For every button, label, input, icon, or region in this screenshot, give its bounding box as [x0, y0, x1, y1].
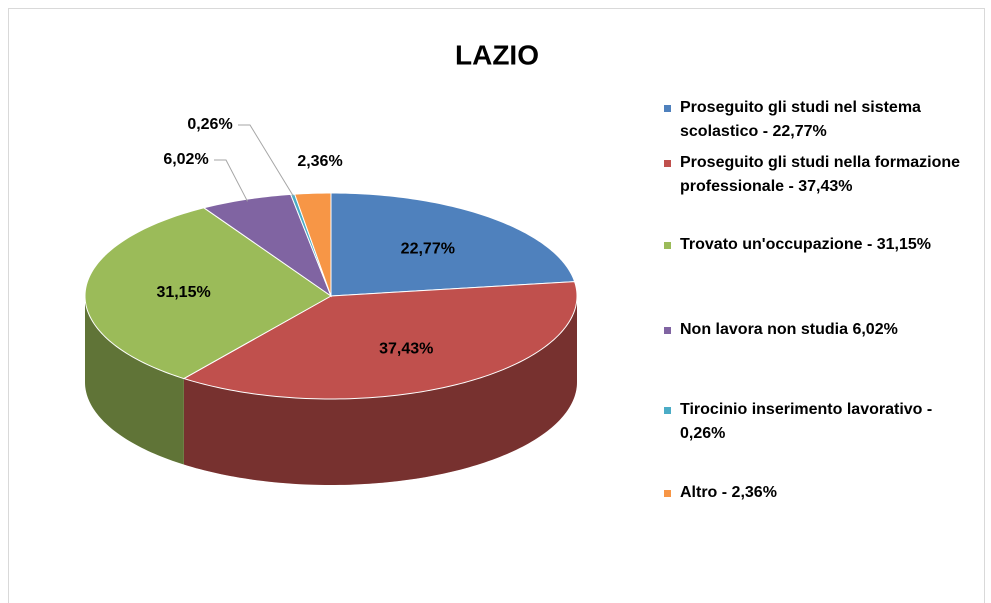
- tops: [84, 192, 578, 400]
- legend-label: Tirocinio inserimento lavorativo - 0,26%: [680, 401, 933, 442]
- leader-line: [238, 124, 294, 197]
- chart-title: LAZIO: [455, 39, 539, 70]
- legend-swatch: [664, 105, 671, 112]
- data-label: 37,43%: [379, 340, 433, 357]
- sides: [85, 296, 577, 485]
- legend-swatch: [664, 160, 671, 167]
- data-label: 31,15%: [156, 284, 210, 301]
- slice: [330, 192, 576, 297]
- data-label: 0,26%: [187, 116, 232, 133]
- legend-entry: Non lavora non studia 6,02%: [662, 318, 972, 342]
- slice-side: [183, 296, 577, 485]
- legend-entry: Altro - 2,36%: [662, 481, 972, 505]
- legend-label: Proseguito gli studi nella formazione pr…: [680, 154, 961, 195]
- data-label: 2,36%: [297, 153, 342, 170]
- legend-entry: Proseguito gli studi nel sistema scolast…: [662, 96, 972, 144]
- legend-label: Non lavora non studia 6,02%: [680, 321, 898, 338]
- legend-label: Proseguito gli studi nel sistema scolast…: [680, 99, 921, 140]
- slice: [84, 207, 332, 380]
- data-label: 22,77%: [401, 241, 455, 258]
- legend-swatch: [664, 490, 671, 497]
- legend-entry: Trovato un'occupazione - 31,15%: [662, 233, 972, 257]
- legend-label: Altro - 2,36%: [680, 484, 777, 501]
- legend-swatch: [664, 407, 671, 414]
- leader-line: [214, 159, 248, 202]
- legend-entry: Proseguito gli studi nella formazione pr…: [662, 151, 972, 199]
- legend-label: Trovato un'occupazione - 31,15%: [680, 236, 931, 253]
- legend-swatch: [664, 242, 671, 249]
- legend-swatch: [664, 327, 671, 334]
- slice: [202, 193, 333, 298]
- data-label: 6,02%: [163, 151, 208, 168]
- slice: [293, 192, 332, 297]
- slice-side: [85, 296, 184, 465]
- side-shade: [85, 296, 184, 465]
- legend-entry: Tirocinio inserimento lavorativo - 0,26%: [662, 398, 972, 446]
- side-shade: [183, 296, 577, 485]
- slice: [182, 281, 578, 400]
